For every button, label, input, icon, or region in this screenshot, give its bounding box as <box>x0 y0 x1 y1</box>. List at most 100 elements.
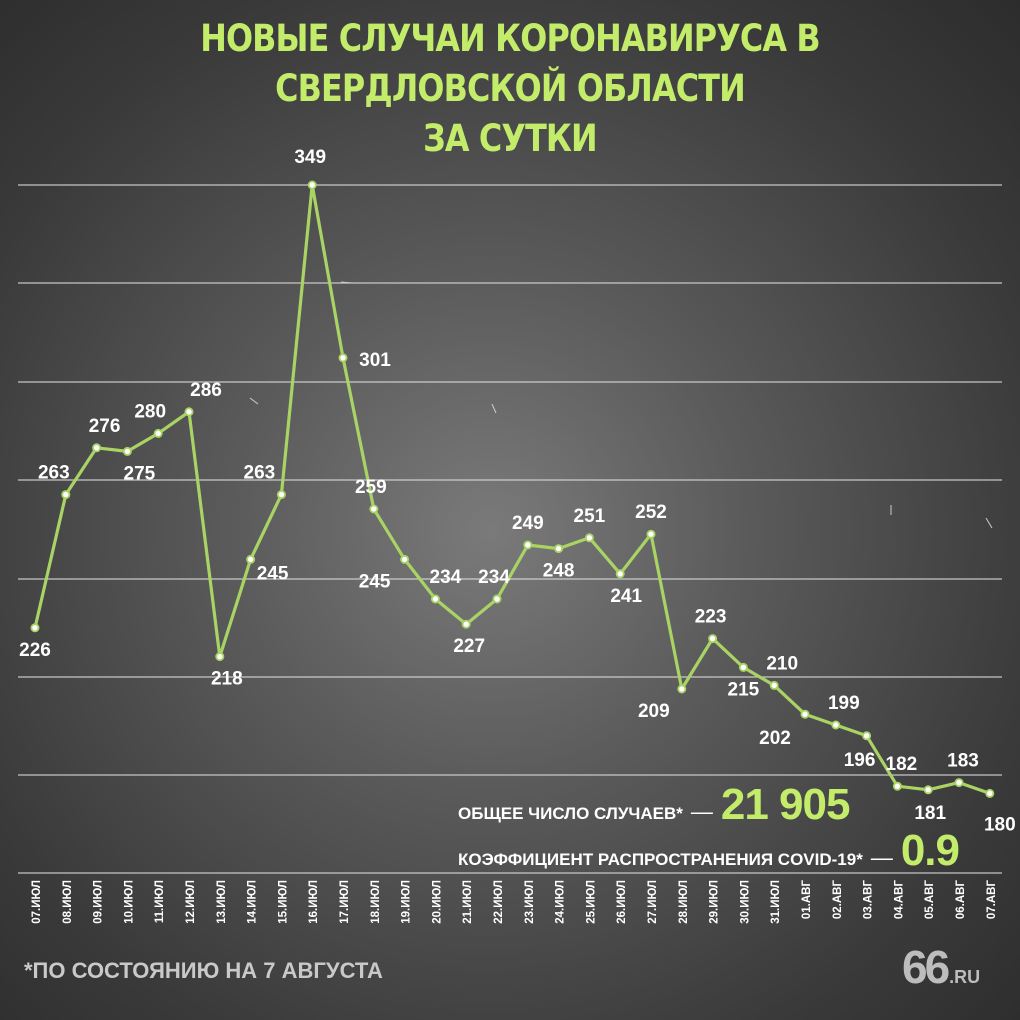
data-label-16.ИЮЛ: 349 <box>294 147 326 168</box>
data-label-07.АВГ: 180 <box>984 814 1016 835</box>
data-point-17.ИЮЛ <box>338 353 348 363</box>
data-label-30.ИЮЛ: 215 <box>728 679 760 700</box>
x-tick-label-14.ИЮЛ: 14.ИЮЛ <box>247 880 259 924</box>
x-tick-label-08.ИЮЛ: 08.ИЮЛ <box>62 880 74 924</box>
x-tick-label-15.ИЮЛ: 15.ИЮЛ <box>277 880 289 924</box>
x-tick-label-10.ИЮЛ: 10.ИЮЛ <box>123 880 135 924</box>
data-label-14.ИЮЛ: 245 <box>257 563 289 584</box>
data-label-09.ИЮЛ: 276 <box>89 416 121 437</box>
x-tick-label-25.ИЮЛ: 25.ИЮЛ <box>585 880 597 924</box>
data-point-26.ИЮЛ <box>615 569 625 579</box>
data-point-31.ИЮЛ <box>769 680 779 690</box>
x-tick-label-23.ИЮЛ: 23.ИЮЛ <box>524 880 536 924</box>
data-label-01.АВГ: 202 <box>759 728 791 749</box>
data-point-11.ИЮЛ <box>153 428 163 438</box>
data-point-18.ИЮЛ <box>369 504 379 514</box>
data-label-03.АВГ: 196 <box>844 750 876 771</box>
data-point-28.ИЮЛ <box>677 684 687 694</box>
data-point-21.ИЮЛ <box>461 619 471 629</box>
data-point-05.АВГ <box>923 785 933 795</box>
x-tick-label-28.ИЮЛ: 28.ИЮЛ <box>678 880 690 924</box>
title-line-1: НОВЫЕ СЛУЧАИ КОРОНАВИРУСА В СВЕРДЛОВСКОЙ… <box>200 17 820 110</box>
series-line <box>33 183 992 796</box>
x-tick-label-07.АВГ: 07.АВГ <box>986 880 998 920</box>
data-point-13.ИЮЛ <box>215 652 225 662</box>
x-tick-label-18.ИЮЛ: 18.ИЮЛ <box>370 880 382 924</box>
data-point-15.ИЮЛ <box>276 490 286 500</box>
data-label-11.ИЮЛ: 280 <box>134 401 166 422</box>
logo-number: 66 <box>902 941 950 993</box>
total-cases-label: ОБЩЕЕ ЧИСЛО СЛУЧАЕВ* <box>458 804 683 823</box>
title-line-2: ЗА СУТКИ <box>423 117 598 160</box>
x-tick-label-11.ИЮЛ: 11.ИЮЛ <box>154 880 166 923</box>
x-tick-label-17.ИЮЛ: 17.ИЮЛ <box>339 880 351 924</box>
x-tick-label-01.АВГ: 01.АВГ <box>801 880 813 920</box>
data-point-01.АВГ <box>800 709 810 719</box>
data-point-03.АВГ <box>862 731 872 741</box>
data-label-05.АВГ: 181 <box>914 803 946 824</box>
x-tick-label-31.ИЮЛ: 31.ИЮЛ <box>770 880 782 924</box>
data-label-21.ИЮЛ: 227 <box>453 636 485 657</box>
data-point-27.ИЮЛ <box>646 529 656 539</box>
x-tick-label-21.ИЮЛ: 21.ИЮЛ <box>462 880 474 924</box>
r-coefficient-label: КОЭФФИЦИЕНТ РАСПРОСТРАНЕНИЯ COVID-19* <box>458 850 863 869</box>
x-tick-label-22.ИЮЛ: 22.ИЮЛ <box>493 880 505 924</box>
total-cases-dash: — <box>690 799 713 824</box>
data-point-23.ИЮЛ <box>523 540 533 550</box>
data-label-15.ИЮЛ: 263 <box>244 463 276 484</box>
x-tick-label-30.ИЮЛ: 30.ИЮЛ <box>739 880 751 924</box>
data-point-25.ИЮЛ <box>584 533 594 543</box>
data-label-02.АВГ: 199 <box>828 693 860 714</box>
data-label-06.АВГ: 183 <box>947 751 979 772</box>
data-label-26.ИЮЛ: 241 <box>610 586 642 607</box>
data-label-29.ИЮЛ: 223 <box>695 607 727 628</box>
x-tick-label-19.ИЮЛ: 19.ИЮЛ <box>401 880 413 924</box>
x-tick-label-12.ИЮЛ: 12.ИЮЛ <box>185 880 197 924</box>
data-label-19.ИЮЛ: 245 <box>359 571 391 592</box>
x-tick-label-29.ИЮЛ: 29.ИЮЛ <box>709 880 721 924</box>
label-leader-14.ИЮЛ <box>249 397 259 405</box>
data-point-14.ИЮЛ <box>246 554 256 564</box>
x-tick-label-13.ИЮЛ: 13.ИЮЛ <box>216 880 228 924</box>
data-label-20.ИЮЛ: 234 <box>430 567 462 588</box>
data-point-22.ИЮЛ <box>492 594 502 604</box>
data-point-06.АВГ <box>954 778 964 788</box>
r-coefficient-value: 0.9 <box>900 826 960 875</box>
x-tick-label-26.ИЮЛ: 26.ИЮЛ <box>616 880 628 924</box>
data-point-30.ИЮЛ <box>738 662 748 672</box>
footnote: *ПО СОСТОЯНИЮ НА 7 АВГУСТА <box>24 958 383 983</box>
data-point-20.ИЮЛ <box>430 594 440 604</box>
data-point-29.ИЮЛ <box>708 634 718 644</box>
data-label-07.ИЮЛ: 226 <box>19 640 51 661</box>
data-label-27.ИЮЛ: 252 <box>635 502 667 523</box>
data-label-04.АВГ: 182 <box>886 754 918 775</box>
data-point-02.АВГ <box>831 720 841 730</box>
data-label-24.ИЮЛ: 248 <box>543 561 575 582</box>
data-point-08.ИЮЛ <box>61 490 71 500</box>
data-point-12.ИЮЛ <box>184 407 194 417</box>
data-point-24.ИЮЛ <box>554 544 564 554</box>
x-tick-label-07.ИЮЛ: 07.ИЮЛ <box>31 880 43 924</box>
total-cases-row: ОБЩЕЕ ЧИСЛО СЛУЧАЕВ* — 21 905 <box>458 780 851 830</box>
x-tick-label-02.АВГ: 02.АВГ <box>832 880 844 920</box>
label-leader-22.ИЮЛ <box>491 403 497 414</box>
data-point-07.ИЮЛ <box>30 623 40 633</box>
data-point-10.ИЮЛ <box>122 446 132 456</box>
x-tick-label-04.АВГ: 04.АВГ <box>893 880 905 920</box>
data-point-19.ИЮЛ <box>400 554 410 564</box>
data-label-31.ИЮЛ: 210 <box>766 653 798 674</box>
data-point-07.АВГ <box>985 788 995 798</box>
r-coefficient-dash: — <box>870 845 893 870</box>
x-tick-label-16.ИЮЛ: 16.ИЮЛ <box>308 880 320 924</box>
data-point-09.ИЮЛ <box>92 443 102 453</box>
x-tick-label-24.ИЮЛ: 24.ИЮЛ <box>555 880 567 924</box>
total-cases-value: 21 905 <box>720 780 851 829</box>
label-leader-17.ИЮЛ <box>340 281 353 284</box>
label-leader-07.АВГ <box>985 517 993 529</box>
logo-suffix: .RU <box>949 967 981 987</box>
data-point-04.АВГ <box>892 781 902 791</box>
x-tick-label-03.АВГ: 03.АВГ <box>863 880 875 920</box>
r-coefficient-row: КОЭФФИЦИЕНТ РАСПРОСТРАНЕНИЯ COVID-19* — … <box>458 826 960 876</box>
data-point-16.ИЮЛ <box>307 180 317 190</box>
